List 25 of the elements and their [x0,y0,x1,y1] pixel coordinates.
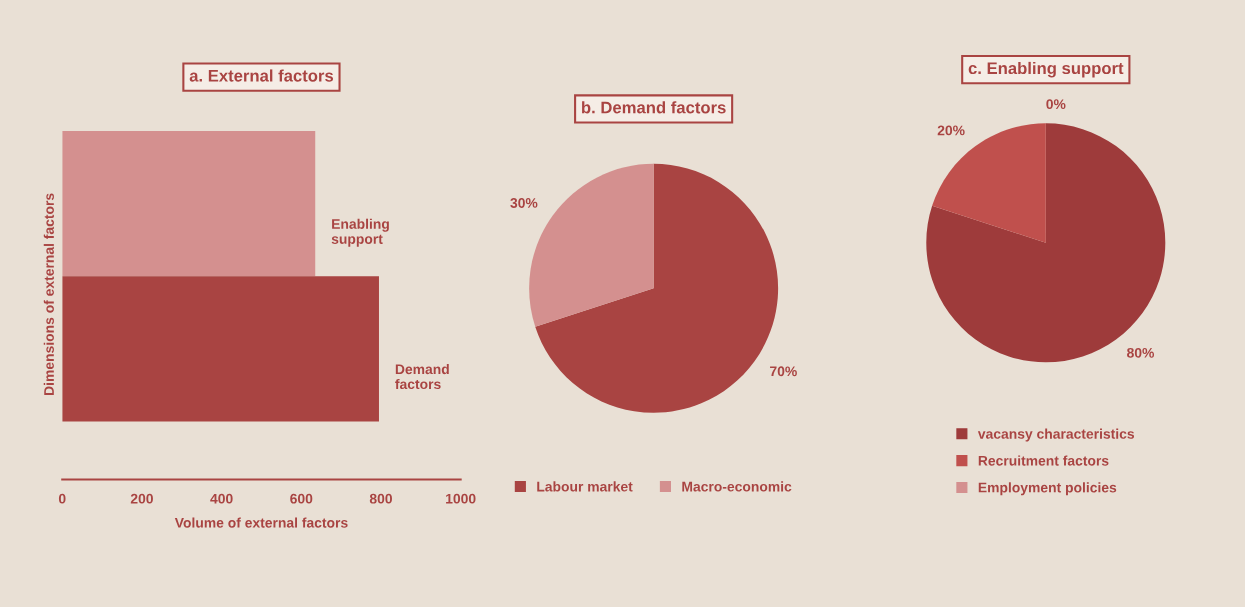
legend-label: Macro-economic [682,481,792,492]
data-label: 70% [770,366,797,377]
legend-label: vacansy characteristics [977,428,1135,442]
chart-title: c. Enabling support [968,61,1124,78]
legend-label: Labour market [537,481,633,492]
x-tick-label: 600 [290,493,313,504]
x-tick-label: 400 [210,493,233,504]
chart-title: b. Demand factors [582,101,726,114]
data-label: 30% [510,198,538,208]
x-tick-label: 200 [130,493,153,504]
x-tick-label: 1000 [446,493,476,504]
pie-slice [926,123,1166,363]
legend-label: Employment policies [978,482,1117,496]
y-tick-label: Demand factors [395,363,449,390]
chart-title: a. External factors [189,69,334,82]
x-tick-label: 0 [58,493,66,504]
y-axis-title: Dimensions of external factors [43,193,54,395]
text: 0% [1046,99,1066,110]
x-tick-label: 800 [369,493,392,504]
legend-label: Recruitment factors [978,455,1109,466]
y-tick-label: Enabling support [331,218,389,247]
data-label: 80% [1127,347,1155,358]
x-axis-title: Volume of external factors [174,517,348,528]
pie-slice [932,123,1046,243]
data-label: 20% [937,125,965,136]
